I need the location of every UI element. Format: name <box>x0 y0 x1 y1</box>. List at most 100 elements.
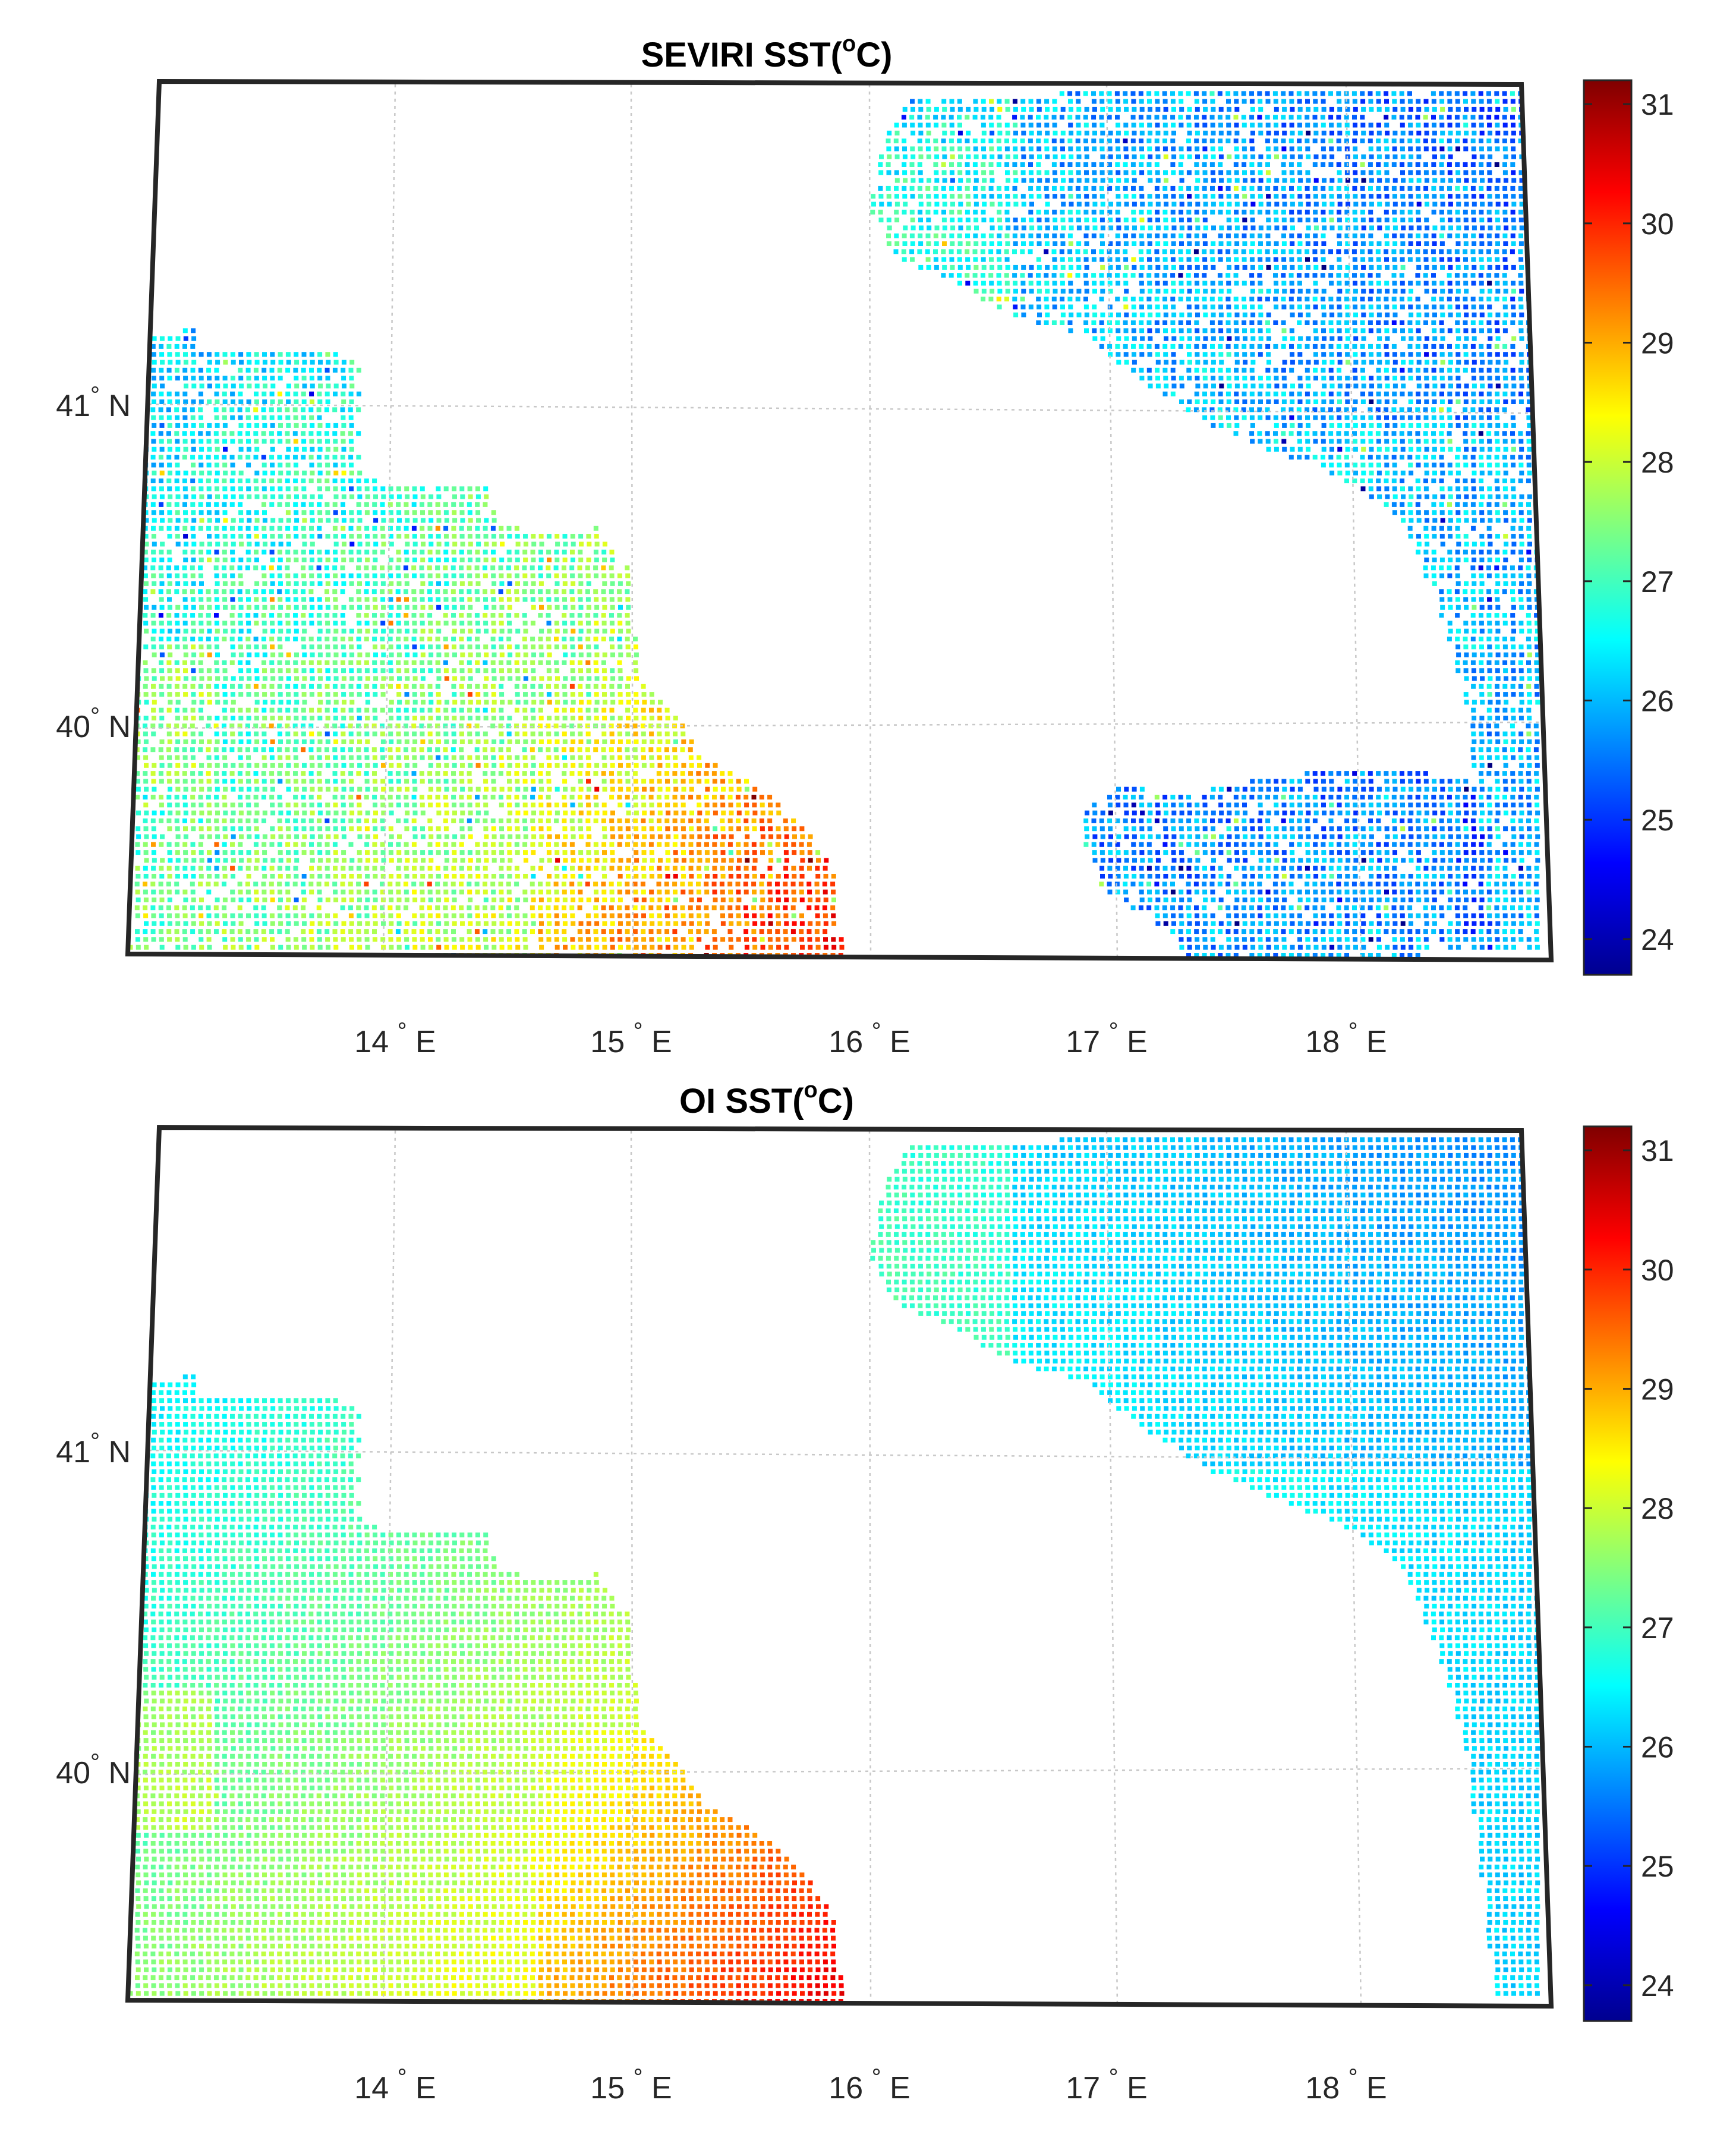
sst-pixel <box>349 558 354 562</box>
sst-pixel <box>1425 202 1429 207</box>
sst-pixel <box>957 106 963 112</box>
sst-pixel <box>492 581 497 586</box>
sst-pixel <box>1337 106 1343 112</box>
sst-pixel <box>950 265 955 270</box>
sst-pixel <box>405 542 410 547</box>
sst-pixel <box>1178 185 1183 191</box>
sst-pixel <box>182 455 187 460</box>
sst-pixel <box>1044 146 1050 152</box>
sst-pixel <box>159 462 164 468</box>
sst-pixel <box>1503 154 1508 159</box>
sst-pixel <box>1511 644 1516 650</box>
sst-pixel <box>1487 376 1492 381</box>
sst-pixel <box>1290 383 1295 389</box>
sst-pixel <box>1360 297 1365 302</box>
sst-pixel <box>1384 138 1389 144</box>
sst-pixel <box>1114 249 1120 254</box>
sst-pixel <box>1131 146 1136 152</box>
sst-pixel <box>996 297 1001 302</box>
sst-pixel <box>420 518 426 523</box>
sst-pixel <box>1171 146 1176 152</box>
sst-pixel <box>1463 486 1469 492</box>
sst-pixel <box>1431 525 1436 531</box>
sst-pixel <box>601 597 607 602</box>
sst-pixel <box>302 470 307 476</box>
sst-pixel <box>1416 462 1421 468</box>
sst-pixel <box>1384 407 1389 413</box>
sst-pixel <box>1526 431 1531 436</box>
sst-pixel <box>1376 130 1382 136</box>
sst-pixel <box>1242 146 1247 152</box>
sst-pixel <box>1258 376 1263 381</box>
sst-pixel <box>1455 534 1461 539</box>
sst-pixel <box>594 597 599 602</box>
sst-pixel <box>1274 383 1280 389</box>
sst-pixel <box>531 652 536 657</box>
sst-pixel <box>1447 209 1453 215</box>
sst-pixel <box>1463 534 1469 539</box>
sst-pixel <box>1067 185 1073 191</box>
sst-pixel <box>261 415 267 420</box>
sst-pixel <box>1502 613 1507 618</box>
sst-pixel <box>1471 525 1476 531</box>
sst-pixel <box>333 518 339 523</box>
sst-pixel <box>1013 312 1019 317</box>
sst-pixel <box>1202 194 1208 199</box>
sst-pixel <box>1195 122 1199 128</box>
sst-pixel <box>1132 130 1137 136</box>
sst-pixel <box>167 462 172 468</box>
sst-pixel <box>190 431 195 436</box>
sst-pixel <box>1091 91 1096 96</box>
sst-pixel <box>1502 502 1508 507</box>
sst-pixel <box>166 502 172 507</box>
sst-pixel <box>1243 225 1248 231</box>
sst-pixel <box>1415 138 1420 144</box>
sst-pixel <box>1242 241 1247 246</box>
sst-pixel <box>1352 479 1357 483</box>
sst-pixel <box>1440 202 1445 207</box>
sst-pixel <box>184 542 188 547</box>
sst-pixel <box>1376 241 1382 246</box>
sst-pixel <box>1439 297 1444 302</box>
sst-pixel <box>1218 281 1223 286</box>
sst-pixel <box>1455 297 1460 302</box>
sst-pixel <box>324 479 330 483</box>
sst-pixel <box>364 565 369 571</box>
sst-pixel <box>1487 399 1492 404</box>
sst-pixel <box>1352 431 1357 436</box>
sst-pixel <box>965 218 971 223</box>
sst-pixel <box>389 581 394 586</box>
sst-pixel <box>1148 225 1153 231</box>
sst-pixel <box>332 479 338 483</box>
sst-pixel <box>396 605 402 610</box>
sst-pixel <box>933 209 938 215</box>
sst-pixel <box>1083 281 1089 286</box>
sst-pixel <box>1321 138 1325 144</box>
sst-pixel <box>522 621 528 626</box>
sst-pixel <box>1479 486 1484 492</box>
sst-pixel <box>1423 138 1428 144</box>
sst-pixel <box>245 589 250 594</box>
sst-pixel <box>325 423 330 428</box>
sst-pixel <box>1226 99 1231 104</box>
sst-pixel <box>1511 202 1517 207</box>
sst-pixel <box>206 597 212 602</box>
sst-pixel <box>1257 297 1262 302</box>
sst-pixel <box>1447 367 1453 373</box>
sst-pixel <box>1329 146 1334 152</box>
sst-pixel <box>168 628 172 634</box>
sst-pixel <box>1108 202 1113 207</box>
sst-pixel <box>1266 360 1271 365</box>
sst-pixel <box>1148 106 1152 112</box>
sst-pixel <box>199 486 204 492</box>
sst-pixel <box>1416 194 1421 199</box>
sst-pixel <box>1384 391 1389 396</box>
sst-pixel <box>285 407 290 413</box>
sst-pixel <box>1511 376 1516 381</box>
sst-pixel <box>411 565 417 571</box>
sst-pixel <box>578 549 583 555</box>
sst-pixel <box>1511 352 1516 357</box>
sst-pixel <box>1416 494 1422 499</box>
sst-pixel <box>886 146 891 152</box>
sst-pixel <box>1258 336 1264 341</box>
